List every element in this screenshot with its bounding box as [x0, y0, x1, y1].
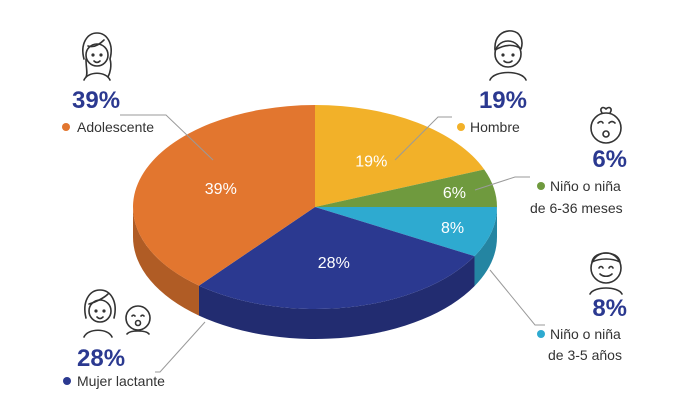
pie-side-adolescente: [133, 207, 199, 316]
legend-dot-hombre: [457, 123, 465, 131]
pie-slices: [133, 105, 497, 309]
legend-dot-nino-6-36: [537, 182, 545, 190]
callout-pct-mujer-lactante: 28%: [77, 345, 125, 372]
leader-line-adolescente: [120, 114, 214, 161]
slice-label-nino-o-nina-de-6-36-meses: 6%: [443, 185, 466, 202]
callout-label-nino-6-36-line1: Niño o niña: [550, 178, 621, 194]
leader-line-nino6: [474, 176, 530, 191]
leader-lines: [120, 114, 545, 373]
callout-label-hombre: Hombre: [470, 119, 520, 135]
callout-pct-nino-3-5: 8%: [592, 295, 627, 322]
slice-label-adolescente: 39%: [205, 181, 237, 198]
callout-nino-3-5: 8% Niño o niña de 3-5 años: [537, 252, 627, 363]
callout-adolescente: 39% Adolescente: [62, 32, 154, 135]
callout-label-nino-3-5-line2: de 3-5 años: [548, 347, 622, 363]
man-icon: [489, 30, 527, 81]
slice-label-mujer-lactante: 28%: [318, 255, 350, 272]
baby-icon: [590, 106, 622, 144]
callout-label-nino-3-5-line1: Niño o niña: [550, 326, 621, 342]
child-icon: [589, 252, 623, 295]
slice-label-hombre: 19%: [355, 154, 387, 171]
mother-baby-icon: [83, 289, 151, 338]
callout-label-adolescente: Adolescente: [77, 119, 154, 135]
pie-slice-mujer-lactante: [198, 207, 475, 309]
leader-line-hombre: [394, 116, 452, 161]
slice-label-nino-o-nina-de-3-5-anos: 8%: [441, 220, 464, 237]
callout-mujer-lactante: 28% Mujer lactante: [63, 289, 165, 389]
callout-hombre: 19% Hombre: [457, 30, 527, 135]
slice-labels: 19% 6% 8% 28% 39%: [205, 154, 466, 273]
leader-line-mujer: [155, 321, 206, 373]
callout-label-mujer-lactante: Mujer lactante: [77, 373, 165, 389]
legend-dot-adolescente: [62, 123, 70, 131]
pie-slice-adolescente: [133, 105, 315, 286]
pie-slice-nino-o-nina-de-3-5-anos: [315, 207, 497, 257]
callout-pct-adolescente: 39%: [72, 87, 120, 114]
leader-line-nino3: [489, 269, 545, 326]
callout-label-nino-6-36-line2: de 6-36 meses: [530, 200, 623, 216]
pie-side-nino-o-nina-de-3-5-anos: [474, 207, 497, 287]
callout-nino-6-36: 6% Niño o niña de 6-36 meses: [530, 106, 627, 216]
pie-slice-nino-o-nina-de-6-36-meses: [315, 169, 497, 207]
callout-pct-nino-6-36: 6%: [592, 146, 627, 173]
pie-3d-sides: [133, 207, 497, 340]
legend-dot-mujer-lactante: [63, 377, 71, 385]
legend-dot-nino-3-5: [537, 330, 545, 338]
pie-side-mujer-lactante: [198, 256, 475, 340]
callout-pct-hombre: 19%: [479, 87, 527, 114]
teen-girl-icon: [82, 32, 112, 81]
